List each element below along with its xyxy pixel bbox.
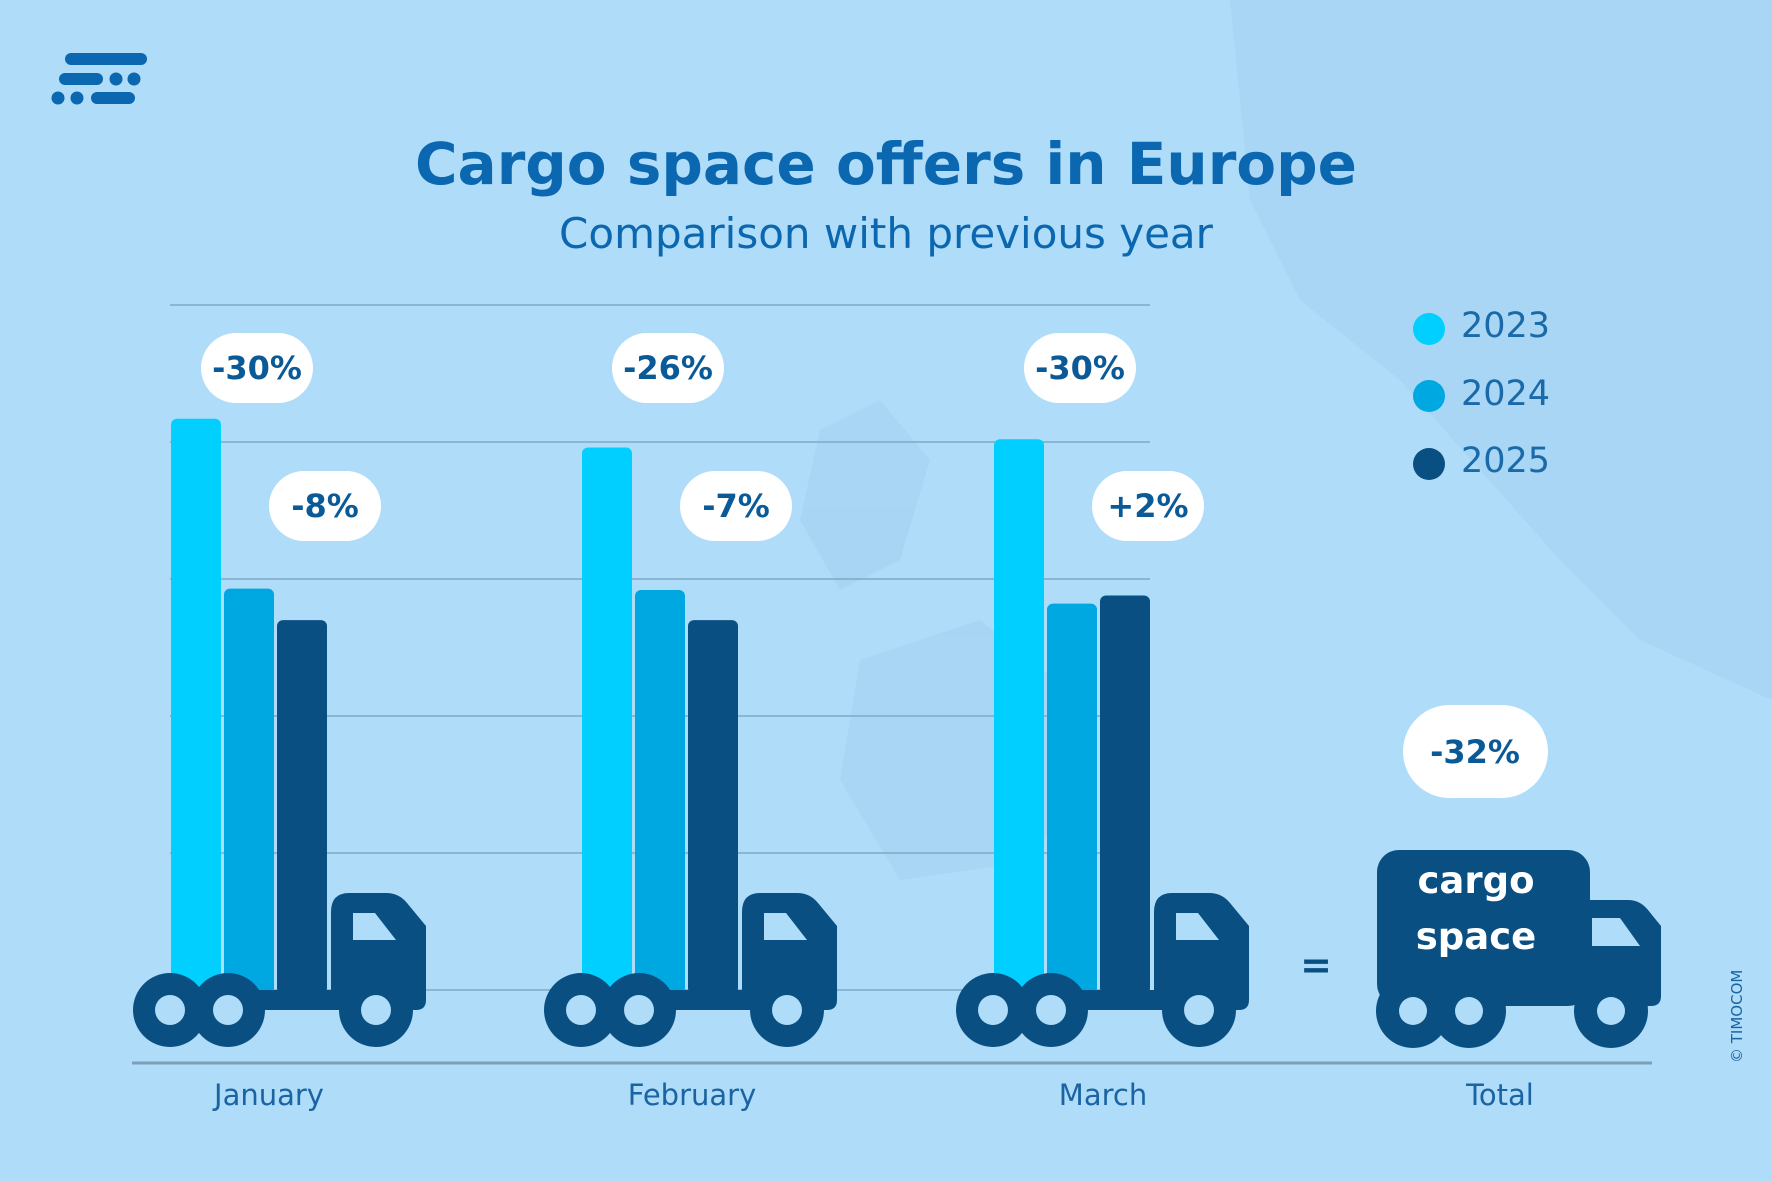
legend-label-2024: 2024 <box>1461 374 1550 414</box>
total-change-pill: -32% <box>1403 705 1548 798</box>
truck-icon-february <box>544 893 837 1047</box>
legend-dot-2023 <box>1413 313 1445 345</box>
bars <box>171 418 1150 995</box>
change-label: -8% <box>291 487 359 525</box>
bar-march-2023 <box>994 439 1044 994</box>
change-pill-february-vs_2024: -7% <box>680 471 792 541</box>
legend-dot-2025 <box>1413 448 1445 480</box>
total-truck-label-line1: cargo <box>1417 859 1534 902</box>
bar-february-2023 <box>582 447 632 995</box>
x-tick-label-february: February <box>628 1078 757 1112</box>
total-change-label: -32% <box>1430 733 1520 771</box>
total-truck-label-line2: space <box>1416 915 1537 958</box>
change-pill-january-vs_2023: -30% <box>201 333 313 403</box>
x-tick-label-march: March <box>1059 1078 1147 1112</box>
change-pill-march-vs_2023: -30% <box>1024 333 1136 403</box>
legend-label-2023: 2023 <box>1461 306 1550 346</box>
truck-icon-march <box>956 893 1249 1047</box>
x-tick-label-january: January <box>212 1078 324 1112</box>
legend: 2023 2024 2025 <box>1413 306 1550 481</box>
equals-sign: = <box>1300 943 1332 987</box>
bar-february-2025 <box>688 620 738 994</box>
change-pill-march-vs_2024: +2% <box>1092 471 1204 541</box>
change-label: -30% <box>212 349 302 387</box>
chart-title: Cargo space offers in Europe <box>415 130 1357 198</box>
bar-january-2024 <box>224 588 274 994</box>
change-label: -30% <box>1035 349 1125 387</box>
truck-icon-january <box>133 893 426 1047</box>
bar-january-2023 <box>171 418 221 995</box>
timocom-logo-icon <box>51 53 147 105</box>
change-pill-january-vs_2024: -8% <box>269 471 381 541</box>
change-label: -26% <box>623 349 713 387</box>
x-tick-label-total: Total <box>1465 1078 1534 1112</box>
copyright: © TIMOCOM <box>1728 970 1746 1063</box>
change-label: -7% <box>702 487 770 525</box>
bar-february-2024 <box>635 589 685 994</box>
legend-dot-2024 <box>1413 380 1445 412</box>
trucks <box>133 893 1249 1047</box>
bar-march-2024 <box>1047 603 1097 994</box>
change-pill-february-vs_2023: -26% <box>612 333 724 403</box>
change-labels: -30% -8% -26% -7% -30% +2% <box>201 333 1204 541</box>
change-label: +2% <box>1107 487 1188 525</box>
chart-subtitle: Comparison with previous year <box>559 209 1214 258</box>
bar-january-2025 <box>277 620 327 994</box>
legend-label-2025: 2025 <box>1461 441 1550 481</box>
total-truck-icon <box>1376 850 1661 1048</box>
bar-march-2025 <box>1100 595 1150 994</box>
